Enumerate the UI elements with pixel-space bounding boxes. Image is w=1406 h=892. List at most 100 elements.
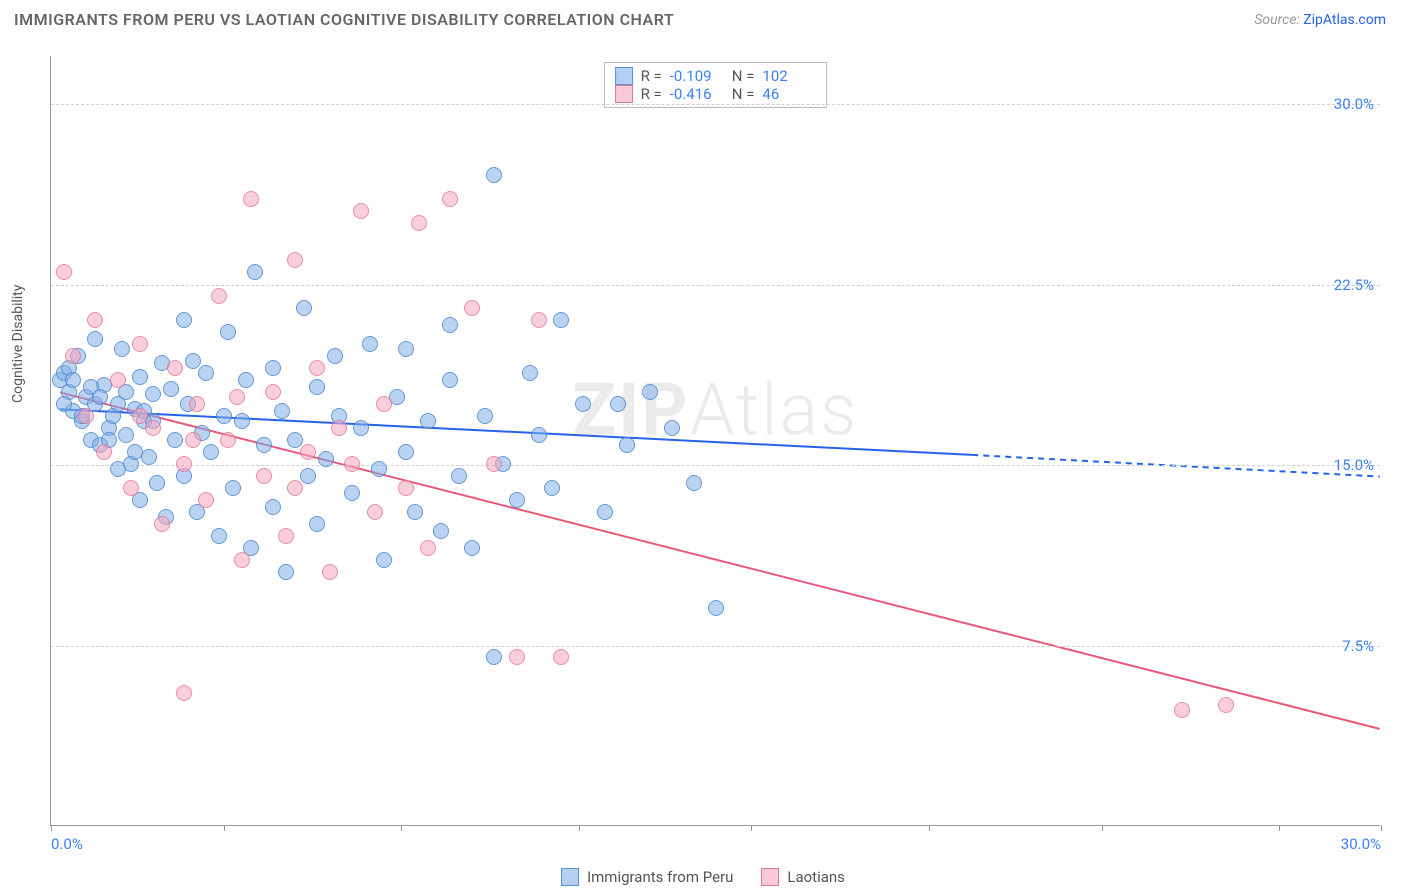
legend-row-laotians: R = -0.416 N = 46 [615,85,817,103]
data-point [243,191,259,207]
data-point [544,480,560,496]
data-point [278,564,294,580]
data-point [362,336,378,352]
data-point [367,504,383,520]
swatch-pink [615,85,633,103]
data-point [149,475,165,491]
legend-item-peru: Immigrants from Peru [561,868,733,886]
data-point [92,389,108,405]
data-point [287,432,303,448]
data-point [274,403,290,419]
legend-item-laotians: Laotians [761,868,845,886]
data-point [344,485,360,501]
data-point [477,408,493,424]
data-point [287,252,303,268]
data-point [309,360,325,376]
data-point [65,372,81,388]
source-link[interactable]: ZipAtlas.com [1303,12,1386,28]
data-point [296,300,312,316]
data-point [509,649,525,665]
data-point [247,264,263,280]
source-credit: Source: ZipAtlas.com [1254,12,1386,28]
data-point [118,427,134,443]
data-point [509,492,525,508]
data-point [176,456,192,472]
data-point [163,381,179,397]
data-point [327,348,343,364]
x-tick-label: 30.0% [1341,835,1381,853]
data-point [234,413,250,429]
data-point [1218,697,1234,713]
data-point [176,312,192,328]
data-point [110,372,126,388]
data-point [300,468,316,484]
data-point [553,649,569,665]
data-point [167,432,183,448]
data-point [167,360,183,376]
x-tick-mark [929,825,930,831]
data-point [309,516,325,532]
data-point [398,341,414,357]
data-point [376,552,392,568]
data-point [114,341,130,357]
data-point [220,324,236,340]
data-point [176,685,192,701]
data-point [56,264,72,280]
data-point [411,215,427,231]
data-point [522,365,538,381]
x-tick-label: 0.0% [51,835,83,853]
data-point [531,427,547,443]
data-point [353,420,369,436]
x-tick-mark [224,825,225,831]
data-point [198,365,214,381]
data-point [203,444,219,460]
data-point [371,461,387,477]
data-point [216,408,232,424]
data-point [1174,702,1190,718]
plot-area: ZIPAtlas R = -0.109 N = 102 R = -0.416 N… [50,56,1380,826]
data-point [229,389,245,405]
data-point [265,384,281,400]
gridline [51,646,1380,647]
data-point [132,336,148,352]
gridline [51,104,1380,105]
data-point [442,191,458,207]
data-point [145,420,161,436]
data-point [420,413,436,429]
chart-container: Cognitive Disability ZIPAtlas R = -0.109… [14,48,1392,838]
data-point [300,444,316,460]
data-point [398,444,414,460]
data-point [56,396,72,412]
y-tick-label: 22.5% [1334,276,1374,294]
data-point [96,444,112,460]
data-point [433,523,449,539]
data-point [553,312,569,328]
data-point [610,396,626,412]
data-point [322,564,338,580]
data-point [331,420,347,436]
data-point [531,312,547,328]
data-point [442,372,458,388]
data-point [132,369,148,385]
x-tick-mark [1279,825,1280,831]
data-point [464,540,480,556]
data-point [407,504,423,520]
legend-row-peru: R = -0.109 N = 102 [615,67,817,85]
data-point [619,437,635,453]
y-tick-label: 15.0% [1334,456,1374,474]
data-point [398,480,414,496]
data-point [597,504,613,520]
data-point [220,432,236,448]
data-point [318,451,334,467]
x-tick-mark [579,825,580,831]
data-point [256,468,272,484]
x-tick-mark [1381,825,1382,831]
correlation-legend: R = -0.109 N = 102 R = -0.416 N = 46 [604,62,828,108]
data-point [486,456,502,472]
data-point [123,480,139,496]
data-point [486,649,502,665]
data-point [225,480,241,496]
data-point [189,396,205,412]
data-point [575,396,591,412]
y-tick-label: 30.0% [1334,95,1374,113]
